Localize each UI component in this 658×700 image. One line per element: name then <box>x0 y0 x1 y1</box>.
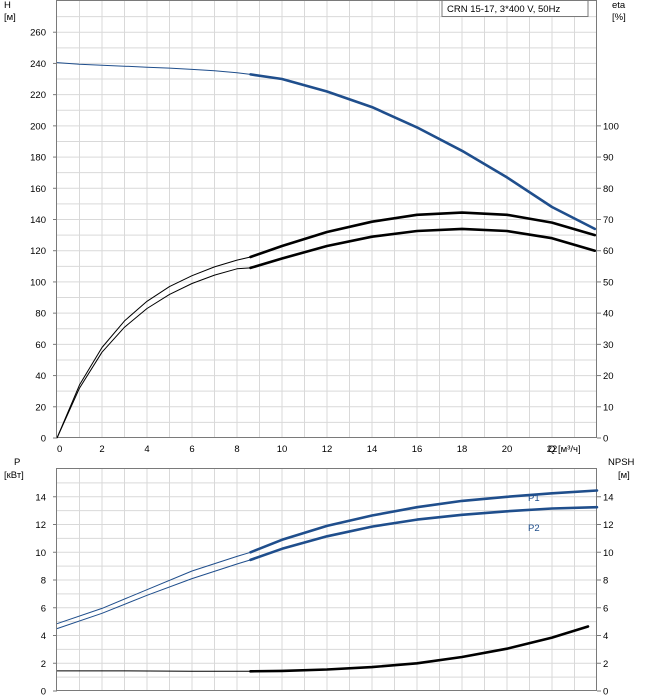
top-panel-grid <box>57 1 597 438</box>
left-tick-label: 60 <box>35 340 46 351</box>
left-tick-label: 180 <box>30 153 46 164</box>
top-panel-axes: 0204060801001201401601802002202402600102… <box>30 28 619 455</box>
left-tick-label: 220 <box>30 90 46 101</box>
x-axis-label: Q [м³/ч] <box>548 444 581 455</box>
right-tick-label: 70 <box>603 215 614 226</box>
right-tick-label: 80 <box>603 184 614 195</box>
curve-eta_upper-outside-range <box>56 256 251 439</box>
left-tick-label: 4 <box>41 631 46 642</box>
right-tick-label: 60 <box>603 246 614 257</box>
curve-eta_lower-operating-range <box>249 227 597 270</box>
chart-title: CRN 15-17, 3*400 V, 50Hz <box>447 4 560 15</box>
curve-eta_lower-outside-range <box>56 267 251 439</box>
left-tick-label: 40 <box>35 371 46 382</box>
bottom-panel-grid <box>57 469 597 691</box>
bottom-left-axis-name: P <box>14 457 20 468</box>
left-tick-label: 6 <box>41 603 46 614</box>
left-tick-label: 120 <box>30 246 46 257</box>
x-tick-label: 4 <box>144 444 149 455</box>
right-tick-label: 0 <box>603 687 608 698</box>
x-tick-label: 12 <box>322 444 333 455</box>
x-tick-label: 2 <box>99 444 104 455</box>
top-right-axis-unit: [%] <box>612 12 626 23</box>
left-tick-label: 0 <box>41 434 46 445</box>
left-tick-label: 14 <box>35 492 46 503</box>
right-tick-label: 6 <box>603 603 608 614</box>
right-tick-label: 40 <box>603 309 614 320</box>
curve-h-outside-range <box>56 62 251 75</box>
top-right-axis-name: eta <box>612 0 626 11</box>
left-tick-label: 100 <box>30 277 46 288</box>
left-tick-label: 200 <box>30 121 46 132</box>
right-tick-label: 12 <box>603 520 614 531</box>
bottom-right-axis-name: NPSH <box>608 457 635 468</box>
series-label-p2: P2 <box>528 523 540 534</box>
left-tick-label: 140 <box>30 215 46 226</box>
x-tick-label: 16 <box>412 444 423 455</box>
right-tick-label: 50 <box>603 277 614 288</box>
top-panel-curves <box>56 62 597 439</box>
right-tick-label: 10 <box>603 548 614 559</box>
top-left-axis-name: H <box>4 0 11 11</box>
x-tick-label: 18 <box>457 444 468 455</box>
curve-p1-operating-range <box>249 489 599 554</box>
left-tick-label: 80 <box>35 309 46 320</box>
left-tick-label: 10 <box>35 548 46 559</box>
right-tick-label: 10 <box>603 402 614 413</box>
series-label-p1: P1 <box>528 493 540 504</box>
right-tick-label: 4 <box>603 631 608 642</box>
x-tick-label: 8 <box>234 444 239 455</box>
right-tick-label: 90 <box>603 153 614 164</box>
left-tick-label: 8 <box>41 576 46 587</box>
right-tick-label: 2 <box>603 659 608 670</box>
left-tick-label: 20 <box>35 402 46 413</box>
right-tick-label: 14 <box>603 492 614 503</box>
right-tick-label: 20 <box>603 371 614 382</box>
x-tick-label: 10 <box>277 444 288 455</box>
x-tick-label: 20 <box>502 444 513 455</box>
curve-h-operating-range <box>249 73 597 231</box>
right-tick-label: 8 <box>603 576 608 587</box>
x-tick-label: 22 <box>547 444 558 455</box>
curve-p2-outside-range <box>56 559 251 630</box>
left-tick-label: 240 <box>30 59 46 70</box>
right-tick-label: 0 <box>603 434 608 445</box>
right-tick-label: 30 <box>603 340 614 351</box>
bottom-panel-curves <box>56 489 599 673</box>
bottom-panel-axes: 0 2 4 6 8 10 12 14 0 2 4 6 8 10 12 14 <box>35 492 613 697</box>
left-tick-label: 0 <box>41 687 46 698</box>
bottom-left-axis-unit: [кВт] <box>4 470 24 481</box>
curve-eta_upper-operating-range <box>249 211 597 259</box>
curve-npsh-operating-range <box>249 625 590 673</box>
curve-p1-outside-range <box>56 551 251 625</box>
x-tick-label: 14 <box>367 444 378 455</box>
left-tick-label: 12 <box>35 520 46 531</box>
left-tick-label: 260 <box>30 28 46 39</box>
right-tick-label: 100 <box>603 121 619 132</box>
x-tick-label: 0 <box>57 444 62 455</box>
curve-p2-operating-range <box>249 505 599 562</box>
top-left-axis-unit: [м] <box>4 12 16 23</box>
left-tick-label: 2 <box>41 659 46 670</box>
bottom-right-axis-unit: [м] <box>618 470 630 481</box>
x-tick-label: 6 <box>189 444 194 455</box>
title-box <box>441 0 589 17</box>
left-tick-label: 160 <box>30 184 46 195</box>
